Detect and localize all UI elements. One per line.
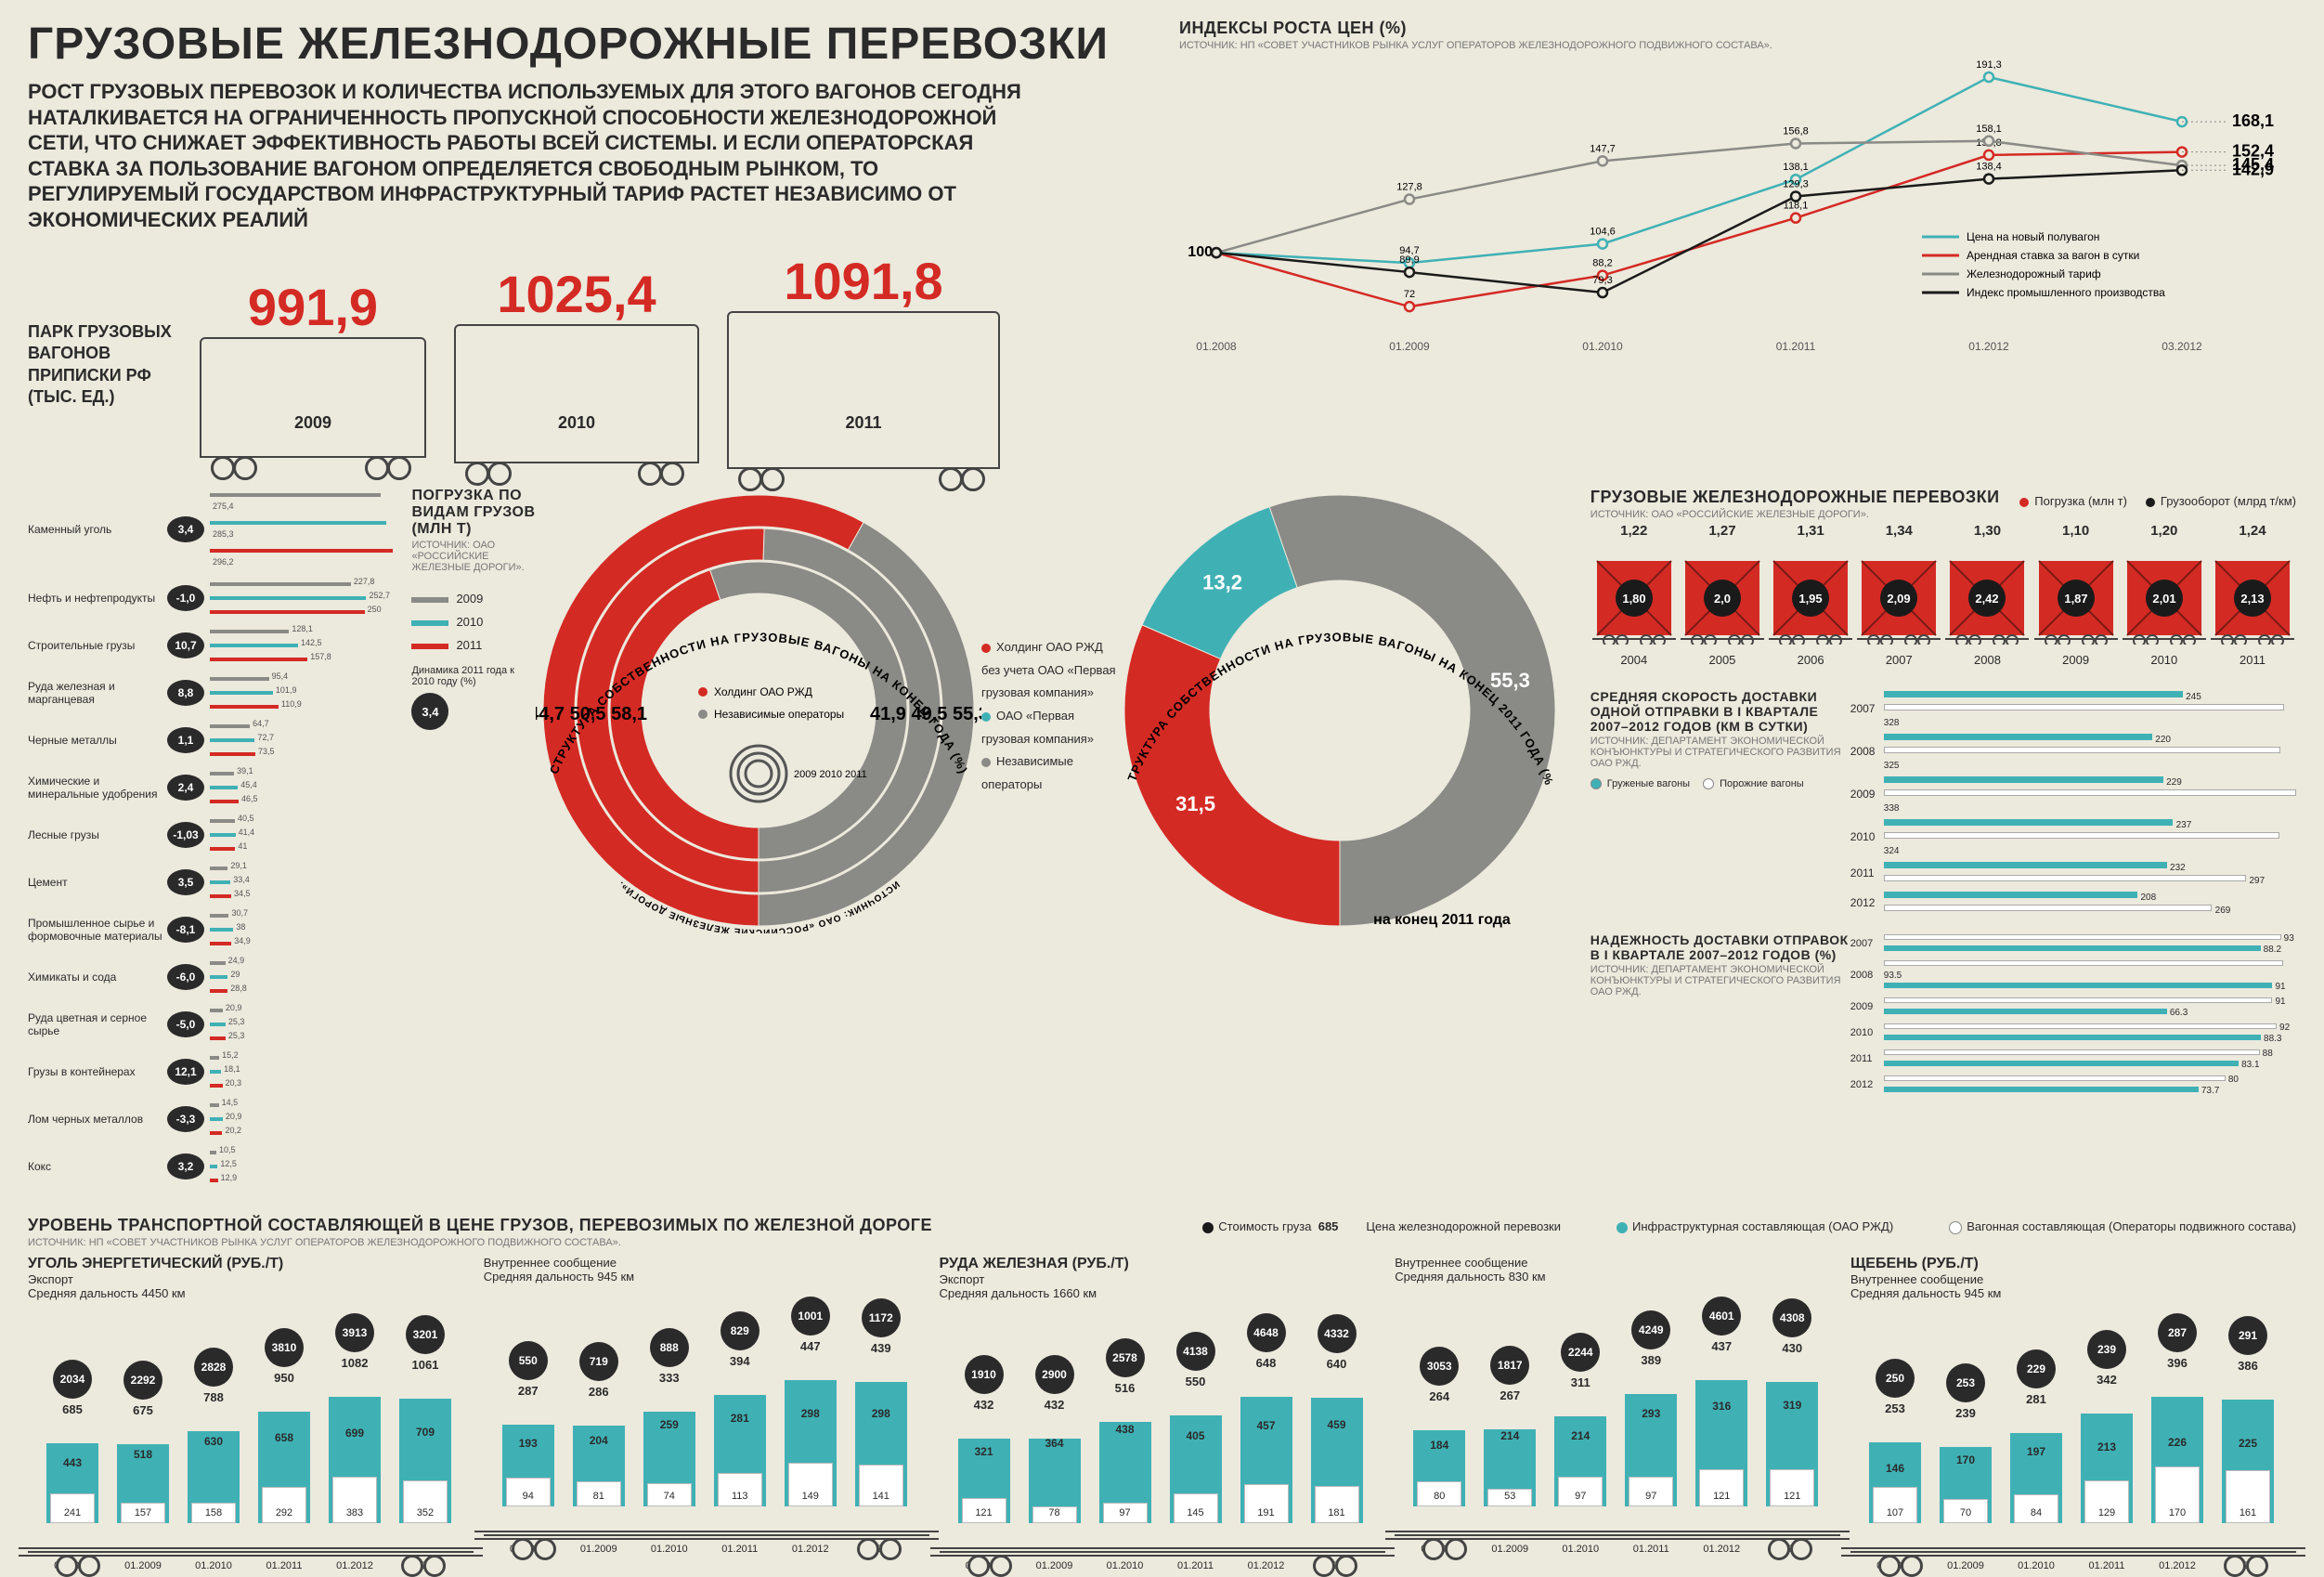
bottom-panels: УГОЛЬ ЭНЕРГЕТИЧЕСКИЙ (РУБ./Т) ЭкспортСре…	[28, 1256, 2296, 1551]
svg-text:Индекс промышленного производс: Индекс промышленного производства	[1967, 286, 2165, 299]
rely-bars: 2007 93 88.2 2008 93.5 91 2009 91 66.3 2…	[1850, 932, 2296, 1100]
svg-text:168,1: 168,1	[2232, 111, 2274, 130]
svg-text:147,7: 147,7	[1590, 143, 1616, 154]
rely-src: ИСТОЧНИК: ДЕПАРТАМЕНТ ЭКОНОМИЧЕСКОЙ КОНЪ…	[1590, 964, 1850, 997]
svg-text:127,8: 127,8	[1396, 182, 1422, 193]
cargo-dyn-note: Динамика 2011 года к 2010 году (%)	[411, 665, 536, 687]
svg-text:01.2009: 01.2009	[1389, 340, 1430, 353]
cargo-year-legend: 200920102011	[411, 592, 536, 652]
svg-text:89,9: 89,9	[1399, 254, 1419, 266]
svg-text:2,13: 2,13	[2240, 592, 2264, 606]
speed-legend: Груженые вагоныПорожние вагоны	[1590, 775, 1850, 794]
cargo-type-bars: Каменный уголь3,4275,4285,3296,2Нефть и …	[28, 488, 393, 1187]
bottom-title: УРОВЕНЬ ТРАНСПОРТНОЙ СОСТАВЛЯЮЩЕЙ В ЦЕНЕ…	[28, 1216, 932, 1235]
svg-text:88,2: 88,2	[1592, 258, 1612, 269]
bottom-src: ИСТОЧНИК: НП «СОВЕТ УЧАСТНИКОВ РЫНКА УСЛ…	[28, 1237, 932, 1248]
svg-text:Железнодорожный тариф: Железнодорожный тариф	[1967, 267, 2101, 280]
svg-text:156,8: 156,8	[1783, 125, 1809, 137]
page-title: ГРУЗОВЫЕ ЖЕЛЕЗНОДОРОЖНЫЕ ПЕРЕВОЗКИ	[28, 19, 1142, 70]
svg-text:72: 72	[1404, 289, 1415, 300]
svg-text:Цена на новый полувагон: Цена на новый полувагон	[1967, 230, 2099, 243]
donut2-legend: Холдинг ОАО РЖД без учета ОАО «Первая гр…	[981, 488, 1117, 797]
svg-text:55,3: 55,3	[1490, 669, 1530, 692]
bottom-legend: Стоимость груза 685Цена железнодорожной …	[1147, 1219, 2296, 1234]
svg-text:41,9 49,5 55,3: 41,9 49,5 55,3	[870, 704, 981, 724]
svg-text:01.2008: 01.2008	[1196, 340, 1237, 353]
svg-text:2,42: 2,42	[1976, 592, 1999, 606]
indices-src: ИСТОЧНИК: НП «СОВЕТ УЧАСТНИКОВ РЫНКА УСЛ…	[1179, 40, 2296, 51]
indices-title: ИНДЕКСЫ РОСТА ЦЕН (%)	[1179, 19, 2296, 38]
svg-text:158,1: 158,1	[1976, 124, 2002, 135]
speed-title: СРЕДНЯЯ СКОРОСТЬ ДОСТАВКИ ОДНОЙ ОТПРАВКИ…	[1590, 689, 1850, 734]
svg-text:Арендная ставка за вагон в сут: Арендная ставка за вагон в сутки	[1967, 249, 2139, 262]
svg-text:129,3: 129,3	[1783, 178, 1809, 189]
svg-text:1,95: 1,95	[1798, 592, 1822, 606]
svg-text:138,4: 138,4	[1976, 162, 2002, 173]
svg-text:01.2010: 01.2010	[1582, 340, 1623, 353]
svg-text:Независимые операторы: Независимые операторы	[714, 708, 844, 721]
cargo-title: ПОГРУЗКА ПО ВИДАМ ГРУЗОВ (МЛН Т)	[411, 488, 536, 538]
svg-text:Холдинг ОАО РЖД: Холдинг ОАО РЖД	[714, 685, 812, 698]
svg-text:138,1: 138,1	[1783, 162, 1809, 173]
svg-text:44,7 50,5 58,1: 44,7 50,5 58,1	[536, 704, 647, 724]
cargo-src: ИСТОЧНИК: ОАО «РОССИЙСКИЕ ЖЕЛЕЗНЫЕ ДОРОГ…	[411, 540, 536, 573]
svg-text:104,6: 104,6	[1590, 227, 1616, 238]
park-label: ПАРК ГРУЗОВЫХ ВАГОНОВ ПРИПИСКИ РФ (ТЫС. …	[28, 321, 186, 409]
svg-text:01.2012: 01.2012	[1968, 340, 2009, 353]
donut-ownership-years: СТРУКТУРА СОБСТВЕННОСТИ НА ГРУЗОВЫЕ ВАГО…	[536, 488, 981, 938]
svg-text:79,3: 79,3	[1592, 275, 1612, 286]
svg-text:100: 100	[1188, 244, 1213, 260]
svg-text:13,2: 13,2	[1202, 571, 1242, 594]
speed-bars: 2007 245 328 2008 220 325 2009 229 338 2…	[1850, 689, 2296, 919]
wagon-fleet-chart: 991,9 2009 1025,4 2010 1091,8 2011	[186, 251, 1014, 478]
svg-text:03.2012: 03.2012	[2162, 340, 2202, 353]
svg-text:31,5: 31,5	[1175, 792, 1215, 815]
svg-text:2,01: 2,01	[2152, 592, 2175, 606]
cargo-dyn-note-val: 3,4	[411, 693, 448, 730]
svg-text:142,9: 142,9	[2232, 160, 2274, 178]
indices-line-chart: 01.2008 01.2009 01.2010 01.2011 01.2012 03.20…	[1179, 51, 2275, 358]
svg-text:на конец 2011 года: на конец 2011 года	[1373, 912, 1511, 928]
donut-ownership-2011: 31,513,255,3СТРУКТУРА СОБСТВЕННОСТИ НА Г…	[1117, 488, 1563, 938]
speed-src: ИСТОЧНИК: ДЕПАРТАМЕНТ ЭКОНОМИЧЕСКОЙ КОНЪ…	[1590, 736, 1850, 769]
svg-text:1,87: 1,87	[2064, 592, 2087, 606]
svg-text:1,80: 1,80	[1622, 592, 1645, 606]
svg-text:2,0: 2,0	[1714, 592, 1731, 606]
svg-text:01.2011: 01.2011	[1776, 340, 1816, 353]
rely-title: НАДЕЖНОСТЬ ДОСТАВКИ ОТПРАВОК В I КВАРТАЛ…	[1590, 932, 1850, 962]
svg-text:2009 2010 2011: 2009 2010 2011	[794, 769, 867, 780]
lead-text: РОСТ ГРУЗОВЫХ ПЕРЕВОЗОК И КОЛИЧЕСТВА ИСП…	[28, 79, 1049, 232]
svg-text:2,09: 2,09	[1888, 592, 1911, 606]
svg-text:191,3: 191,3	[1976, 59, 2002, 71]
freight-boxes: 1,22 1,80 20041,27 2,0 20051,31 1,95 200…	[1590, 523, 2296, 667]
